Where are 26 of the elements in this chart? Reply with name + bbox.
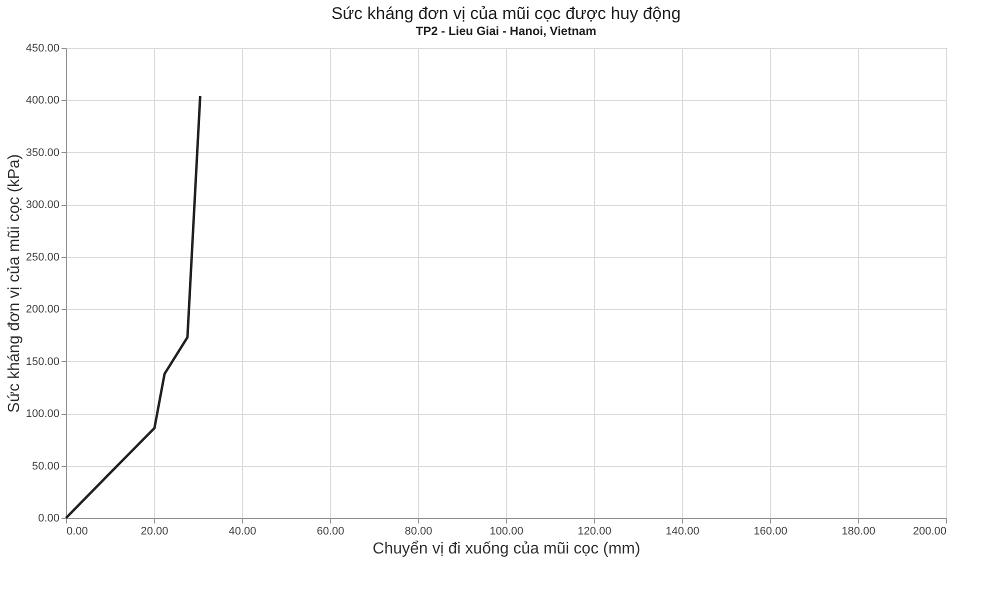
y-tick-label: 150.00: [26, 356, 60, 368]
x-tick-label: 160.00: [754, 526, 788, 538]
chart-title: Sức kháng đơn vị của mũi cọc được huy động: [331, 4, 681, 23]
y-tick-label: 350.00: [26, 146, 60, 159]
y-tick-label: 250.00: [26, 251, 60, 264]
x-tick-label: 140.00: [666, 526, 700, 538]
x-tick-label: 80.00: [404, 526, 432, 538]
line-series: [64, 94, 202, 520]
x-tick-label: 120.00: [578, 526, 612, 538]
y-axis-title: Sức kháng đơn vị của mũi cọc (kPa): [6, 154, 23, 413]
y-tick-label: 200.00: [26, 304, 60, 316]
y-tick-label: 400.00: [26, 94, 60, 107]
x-tick-label: 20.00: [140, 526, 168, 538]
x-tick-label: 40.00: [228, 526, 256, 538]
chart-subtitle: TP2 - Lieu Giai - Hanoi, Vietnam: [416, 24, 596, 38]
x-tick-label: 100.00: [490, 526, 524, 538]
x-tick-label: 0.00: [66, 526, 88, 538]
x-tick-label: 60.00: [316, 526, 344, 538]
y-tick-label: 300.00: [26, 199, 60, 212]
x-tick-label: 180.00: [842, 526, 876, 538]
x-tick-label: 200.00: [912, 526, 946, 538]
y-tick-label: 50.00: [32, 460, 60, 472]
y-tick-label: 0.00: [38, 512, 60, 524]
y-tick-label: 450.00: [26, 42, 60, 54]
y-tick-label: 100.00: [26, 408, 60, 420]
x-axis-title: Chuyển vị đi xuống của mũi cọc (mm): [372, 540, 640, 558]
